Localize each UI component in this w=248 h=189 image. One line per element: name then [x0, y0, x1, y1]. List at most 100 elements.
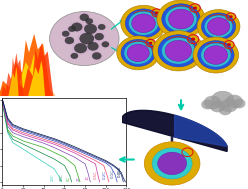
Circle shape — [191, 38, 195, 41]
Circle shape — [162, 4, 200, 34]
Circle shape — [91, 51, 103, 61]
Circle shape — [77, 31, 97, 46]
Circle shape — [211, 91, 234, 108]
Circle shape — [220, 99, 238, 112]
Circle shape — [78, 12, 91, 22]
Circle shape — [63, 36, 76, 45]
Circle shape — [155, 11, 158, 14]
Text: 5C: 5C — [66, 176, 70, 181]
Circle shape — [172, 165, 174, 167]
Polygon shape — [122, 110, 227, 151]
Circle shape — [93, 32, 105, 41]
Circle shape — [197, 9, 240, 43]
Circle shape — [227, 43, 231, 46]
Circle shape — [219, 105, 232, 115]
Text: 10C: 10C — [59, 174, 63, 181]
Circle shape — [165, 40, 192, 61]
Polygon shape — [28, 60, 45, 96]
Circle shape — [95, 33, 104, 40]
Circle shape — [198, 41, 234, 69]
Circle shape — [174, 163, 176, 165]
Circle shape — [80, 33, 94, 44]
Circle shape — [193, 6, 197, 9]
Circle shape — [152, 148, 192, 179]
Circle shape — [121, 5, 166, 41]
Circle shape — [68, 26, 75, 32]
Circle shape — [86, 19, 93, 24]
Circle shape — [144, 142, 200, 185]
Polygon shape — [15, 54, 39, 96]
Circle shape — [88, 42, 98, 50]
Circle shape — [100, 40, 110, 48]
Circle shape — [162, 38, 195, 64]
Circle shape — [158, 35, 199, 67]
Circle shape — [61, 30, 71, 38]
Circle shape — [210, 101, 225, 112]
Text: 0.05C: 0.05C — [118, 165, 122, 177]
Circle shape — [117, 36, 160, 70]
Circle shape — [172, 160, 174, 162]
Circle shape — [207, 18, 230, 35]
Circle shape — [158, 152, 186, 175]
Text: 0.5C: 0.5C — [93, 170, 97, 179]
Circle shape — [67, 25, 77, 33]
Text: 1C: 1C — [85, 175, 89, 180]
Circle shape — [127, 44, 149, 62]
Circle shape — [171, 165, 173, 167]
Text: 0.1C: 0.1C — [111, 169, 115, 178]
Polygon shape — [16, 43, 53, 96]
Circle shape — [174, 163, 176, 164]
Circle shape — [165, 7, 197, 31]
Circle shape — [170, 165, 172, 166]
Circle shape — [102, 42, 109, 47]
Circle shape — [65, 37, 74, 44]
Circle shape — [97, 23, 107, 31]
Circle shape — [71, 53, 78, 59]
Circle shape — [124, 42, 152, 64]
Circle shape — [62, 31, 69, 36]
Circle shape — [233, 99, 246, 108]
Circle shape — [168, 163, 170, 165]
Circle shape — [157, 0, 205, 38]
Polygon shape — [8, 67, 19, 96]
Circle shape — [201, 13, 236, 40]
Circle shape — [129, 12, 158, 35]
Circle shape — [173, 164, 175, 166]
Circle shape — [84, 17, 94, 25]
Circle shape — [98, 24, 105, 30]
Polygon shape — [0, 34, 51, 96]
Circle shape — [92, 52, 101, 59]
Circle shape — [168, 161, 171, 163]
Circle shape — [169, 164, 171, 166]
Circle shape — [173, 161, 175, 162]
Circle shape — [173, 164, 176, 166]
Circle shape — [86, 40, 100, 52]
Circle shape — [204, 96, 221, 109]
Circle shape — [153, 31, 204, 71]
Circle shape — [80, 14, 89, 21]
Circle shape — [125, 9, 162, 38]
Circle shape — [168, 162, 170, 164]
Circle shape — [201, 100, 214, 109]
Circle shape — [69, 21, 84, 33]
Circle shape — [229, 15, 233, 18]
Circle shape — [204, 46, 228, 64]
Circle shape — [121, 39, 155, 67]
Circle shape — [173, 161, 176, 163]
Circle shape — [72, 41, 89, 55]
Text: 2C: 2C — [77, 176, 81, 181]
Text: 0.2C: 0.2C — [103, 170, 107, 179]
Circle shape — [201, 43, 231, 67]
Circle shape — [169, 161, 171, 163]
Circle shape — [174, 163, 176, 164]
Circle shape — [174, 162, 176, 163]
Polygon shape — [0, 91, 56, 96]
Polygon shape — [1, 53, 24, 96]
Circle shape — [171, 160, 173, 162]
Circle shape — [132, 14, 155, 33]
Circle shape — [225, 95, 243, 108]
Circle shape — [82, 22, 99, 36]
Circle shape — [71, 23, 82, 31]
Circle shape — [168, 164, 171, 165]
Circle shape — [205, 15, 232, 37]
